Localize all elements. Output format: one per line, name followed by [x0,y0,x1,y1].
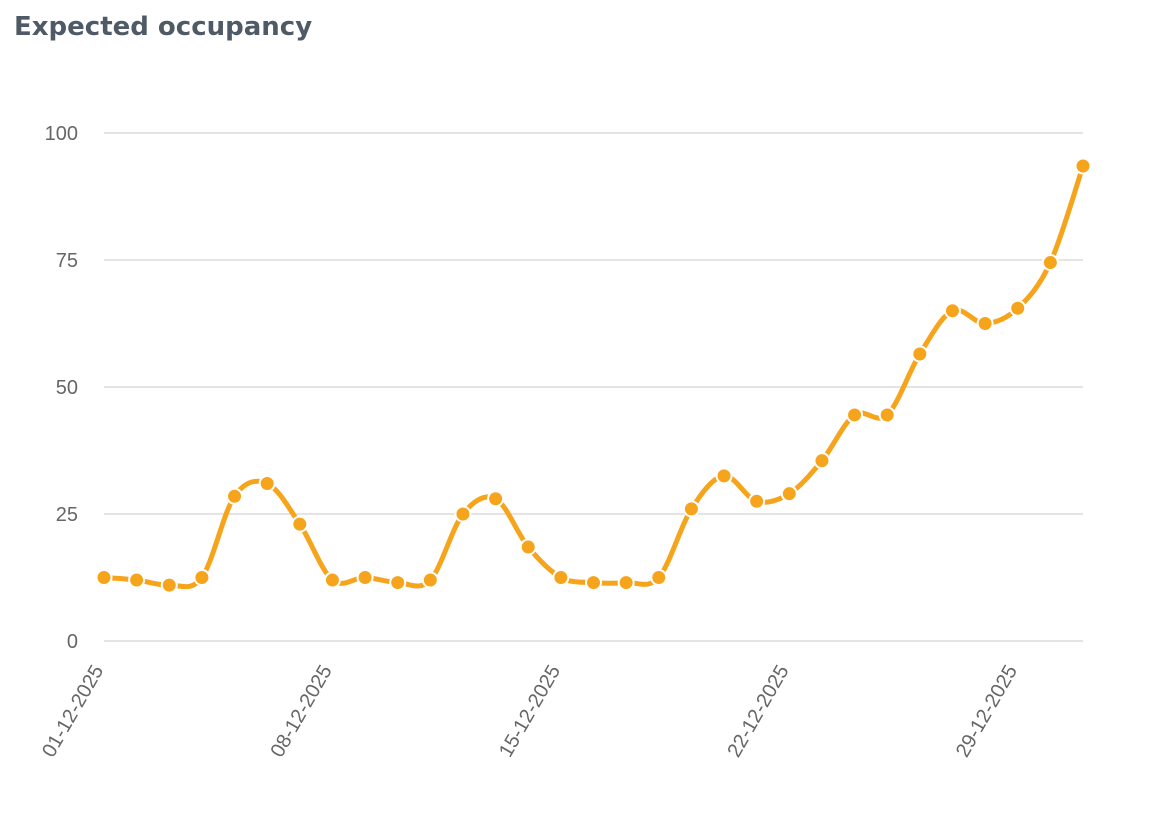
data-point[interactable] [682,500,700,518]
data-point[interactable] [976,315,994,332]
data-point[interactable] [780,485,798,503]
series-layer [101,163,1086,590]
data-point[interactable] [617,574,635,592]
data-point[interactable] [193,569,211,586]
data-point[interactable] [1009,299,1027,317]
data-point[interactable] [356,569,374,586]
data-point[interactable] [323,571,341,589]
x-tick-label: 01-12-2025 [38,662,108,762]
data-point[interactable] [585,574,602,592]
data-point[interactable] [487,490,505,508]
series-line [101,163,1086,590]
x-axis-ticks: 01-12-2025 08-12-2025 15-12-2025 22-12-2025… [38,662,1022,762]
data-point[interactable] [813,452,831,470]
data-point[interactable] [846,406,864,424]
data-point[interactable] [160,576,178,594]
y-tick-label: 50 [56,377,78,399]
y-tick-label: 100 [45,123,78,145]
data-point[interactable] [291,515,309,533]
grid-layer [104,132,1083,642]
y-tick-label: 75 [56,250,78,272]
x-tick-label: 22-12-2025 [723,662,793,762]
data-point[interactable] [226,487,244,505]
y-tick-label: 25 [56,504,78,526]
data-point[interactable] [911,345,929,363]
data-point[interactable] [519,538,537,556]
data-point[interactable] [258,475,276,493]
x-tick-label: 29-12-2025 [952,662,1022,762]
data-point[interactable] [421,571,439,589]
x-tick-label: 15-12-2025 [495,662,565,762]
data-point[interactable] [128,571,146,589]
y-axis-ticks: 0 25 50 75 100 [45,123,78,653]
data-point[interactable] [943,302,961,320]
chart-title: Expected occupancy [14,12,313,42]
data-point[interactable] [878,406,896,424]
point-layer [95,157,1092,594]
data-point[interactable] [1074,157,1092,175]
data-point[interactable] [650,569,668,586]
data-point[interactable] [389,574,407,592]
data-point[interactable] [454,505,472,523]
data-point[interactable] [552,569,570,586]
x-tick-label: 08-12-2025 [267,662,337,762]
data-point[interactable] [715,467,733,485]
y-tick-label: 0 [67,631,78,653]
data-point[interactable] [95,569,113,586]
data-point[interactable] [1041,254,1059,272]
data-point[interactable] [748,492,766,510]
